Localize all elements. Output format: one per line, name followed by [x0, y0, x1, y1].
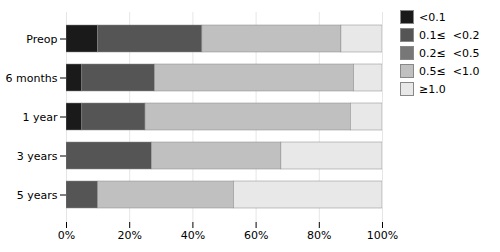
svg-text:40%: 40% — [181, 229, 205, 242]
svg-text:0%: 0% — [58, 229, 75, 242]
svg-text:20%: 20% — [117, 229, 141, 242]
svg-text:1 year: 1 year — [22, 111, 58, 124]
svg-text:6 months: 6 months — [6, 72, 58, 85]
html-text:0.2≤ <0.5: 0.2≤ <0.5 — [419, 46, 480, 60]
svg-text:60%: 60% — [244, 229, 268, 242]
html-text:0.1≤ <0.2: 0.1≤ <0.2 — [419, 28, 480, 42]
svg-text:Preop: Preop — [26, 33, 57, 46]
html-text:≥1.0: ≥1.0 — [419, 82, 446, 96]
svg-text:5 years: 5 years — [17, 189, 58, 202]
html-text:0.5≤ <1.0: 0.5≤ <1.0 — [419, 64, 480, 78]
html-text:<0.1: <0.1 — [419, 10, 446, 24]
svg-text:100%: 100% — [367, 229, 398, 242]
svg-text:80%: 80% — [307, 229, 331, 242]
svg-text:3 years: 3 years — [17, 150, 58, 163]
